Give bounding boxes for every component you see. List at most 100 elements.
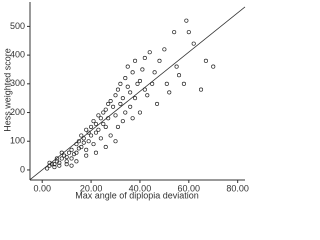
point — [64, 159, 69, 164]
point — [74, 142, 79, 147]
point — [91, 142, 96, 147]
point — [103, 107, 108, 112]
point — [45, 166, 50, 171]
point — [186, 30, 191, 35]
x-tick-label: 0.00 — [33, 183, 51, 193]
x-axis-label: Max angle of diplopia deviation — [75, 190, 199, 200]
point — [125, 84, 130, 89]
x-tick-label: 60.00 — [178, 183, 201, 193]
point — [133, 96, 138, 101]
point — [47, 160, 52, 165]
point — [181, 81, 186, 86]
point — [172, 30, 177, 35]
point — [120, 96, 125, 101]
point — [198, 87, 204, 92]
point — [74, 150, 79, 155]
point — [69, 147, 74, 152]
point — [86, 139, 91, 144]
point — [93, 121, 99, 127]
point — [69, 163, 74, 168]
point — [52, 165, 57, 170]
point — [157, 58, 162, 63]
point — [118, 81, 123, 86]
point — [84, 147, 89, 152]
x-tick-label: 40.00 — [129, 183, 152, 193]
point — [150, 81, 155, 86]
point — [101, 110, 106, 115]
point — [93, 130, 99, 135]
point — [93, 150, 99, 155]
point — [89, 124, 94, 129]
point — [164, 81, 169, 86]
point — [81, 140, 86, 145]
point — [154, 101, 160, 106]
y-tick-label: 500 — [10, 21, 25, 31]
point — [142, 87, 147, 92]
point — [176, 73, 182, 78]
point — [101, 121, 106, 127]
point — [57, 163, 62, 168]
point — [120, 119, 125, 124]
point — [133, 58, 138, 63]
point — [111, 104, 116, 109]
point — [130, 70, 135, 75]
point — [203, 58, 208, 63]
point — [128, 104, 133, 109]
point — [79, 133, 84, 138]
point — [67, 150, 72, 155]
chart: Hess weighted score Max angle of diplopi… — [2, 2, 249, 200]
point — [106, 116, 111, 121]
point — [113, 93, 118, 98]
point — [91, 119, 96, 124]
point — [64, 154, 69, 160]
point — [147, 50, 152, 55]
point — [130, 116, 135, 121]
point — [115, 87, 121, 92]
point — [79, 144, 84, 150]
point — [167, 90, 172, 95]
y-tick-label: 300 — [10, 78, 25, 88]
point — [137, 78, 142, 84]
y-tick-label: 100 — [10, 136, 25, 146]
reference-line — [29, 6, 246, 181]
y-tick-label: 200 — [10, 107, 25, 117]
point — [152, 70, 157, 75]
point — [106, 101, 111, 106]
x-tick-label: 80.00 — [226, 183, 249, 193]
point — [76, 139, 81, 144]
y-tick-label: 400 — [10, 49, 25, 59]
point — [128, 90, 133, 95]
point — [69, 156, 74, 161]
point — [64, 162, 69, 167]
y-tick-label: 0 — [20, 164, 25, 174]
point — [115, 124, 121, 129]
point — [123, 76, 128, 81]
point — [89, 133, 94, 138]
point — [59, 156, 64, 161]
point — [142, 55, 147, 61]
point — [135, 81, 140, 86]
point — [84, 153, 89, 158]
point — [84, 127, 89, 132]
point — [57, 160, 62, 165]
point — [98, 116, 103, 121]
point — [125, 64, 130, 69]
point — [123, 110, 128, 115]
point — [103, 144, 108, 150]
point — [96, 127, 101, 132]
point — [74, 159, 79, 164]
point — [191, 41, 196, 46]
point — [174, 64, 179, 69]
point — [96, 113, 101, 118]
point — [108, 133, 113, 138]
point — [98, 136, 103, 141]
x-tick-label: 20.00 — [80, 183, 103, 193]
point — [86, 130, 91, 135]
point — [113, 113, 118, 118]
point — [211, 64, 216, 69]
point — [108, 98, 113, 104]
point — [103, 124, 108, 129]
point — [54, 156, 59, 161]
point — [137, 110, 142, 115]
point — [140, 67, 145, 72]
